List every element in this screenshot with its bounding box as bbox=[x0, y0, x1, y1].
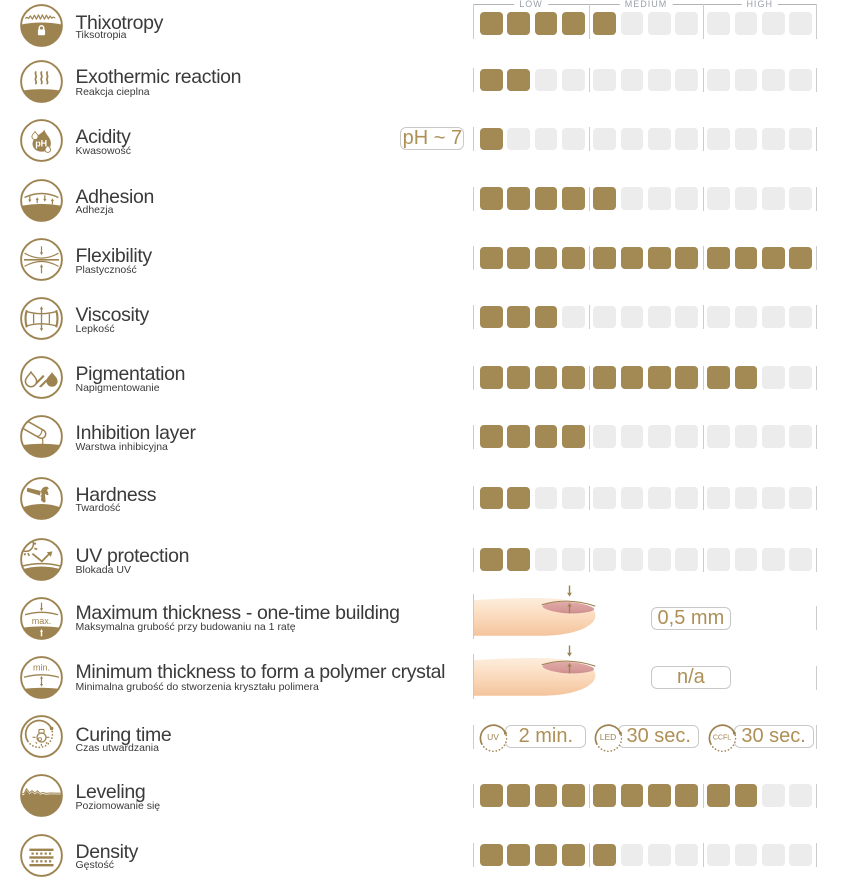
svg-text:UV: UV bbox=[487, 732, 499, 742]
svg-text:max.: max. bbox=[31, 615, 51, 625]
svg-text:LED: LED bbox=[599, 732, 616, 742]
svg-text:CCFL: CCFL bbox=[713, 734, 731, 741]
svg-text:min.: min. bbox=[32, 663, 49, 673]
svg-text:pH: pH bbox=[35, 138, 47, 148]
